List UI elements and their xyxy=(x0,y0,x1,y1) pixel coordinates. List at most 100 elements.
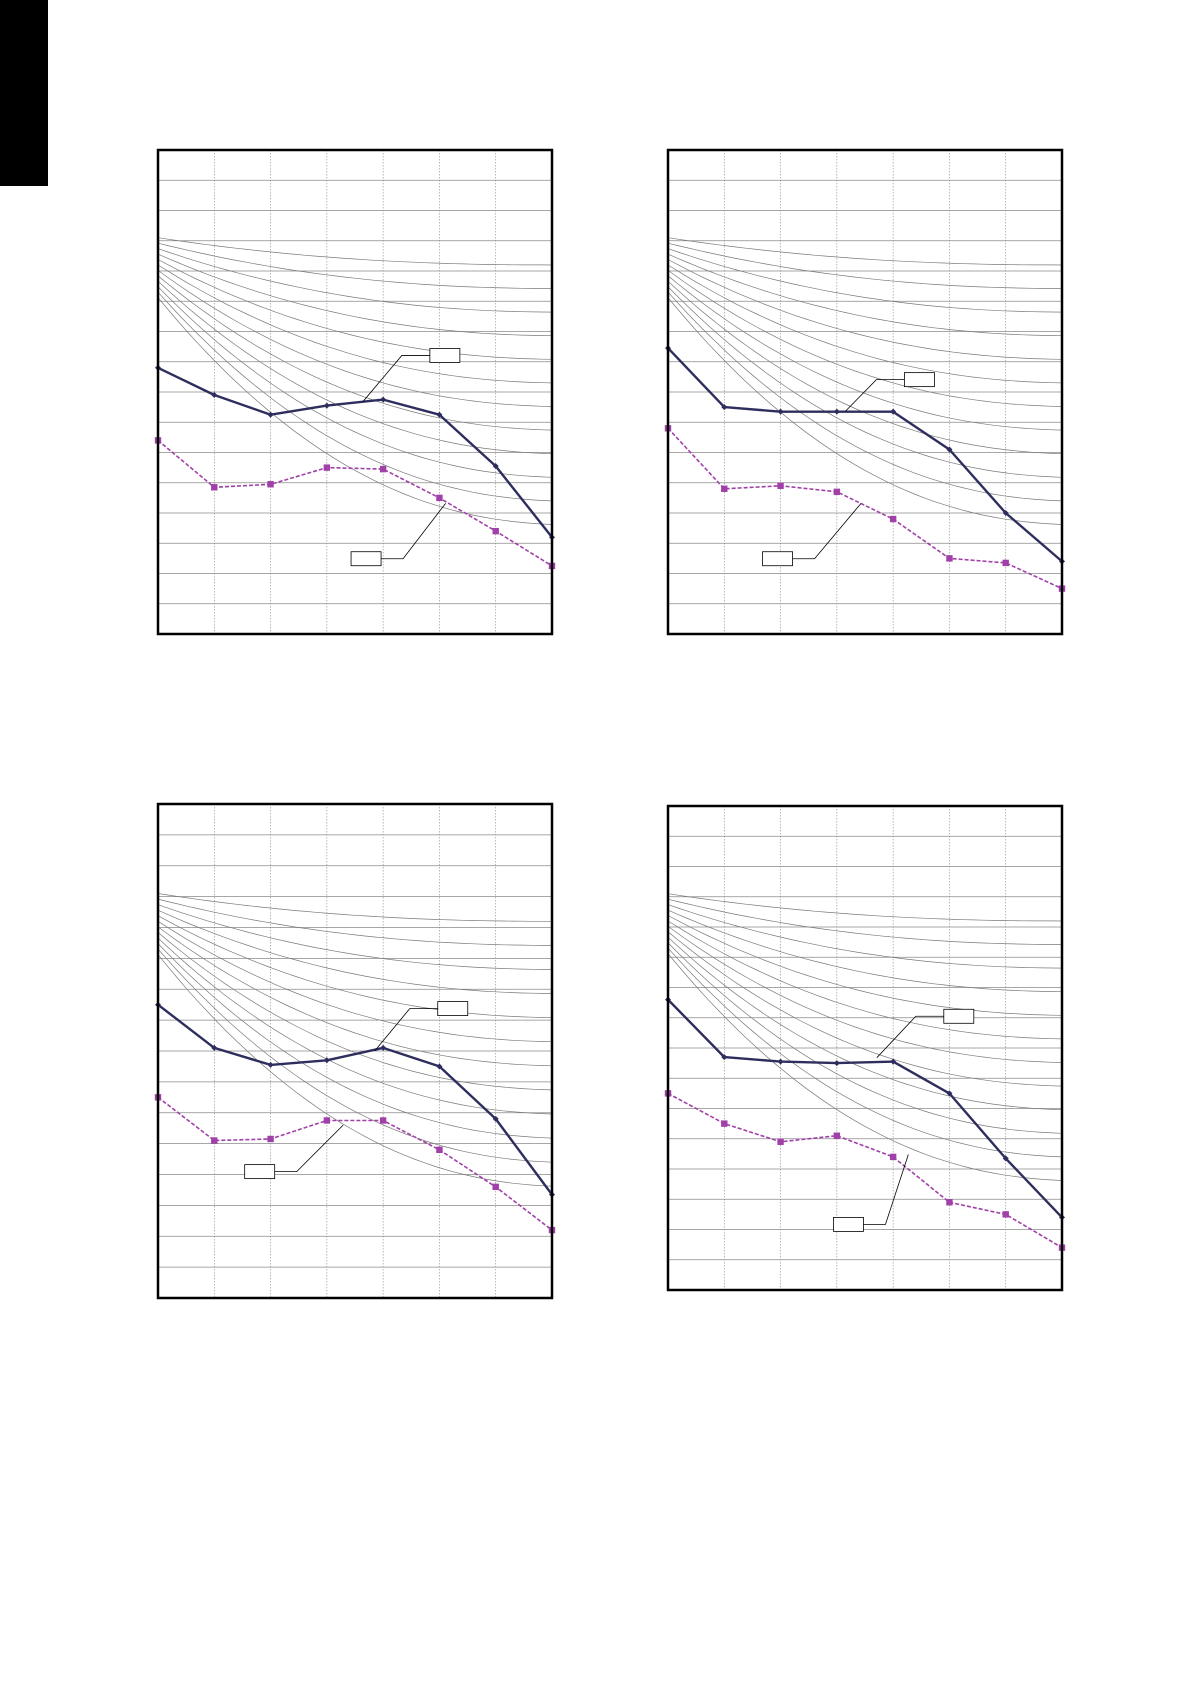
series-1-point xyxy=(380,396,387,403)
series-2-point xyxy=(721,1120,728,1127)
series-2-point xyxy=(777,482,784,489)
series-1-point xyxy=(946,1090,953,1097)
reference-curve xyxy=(667,242,1062,289)
series-1-point xyxy=(777,408,784,415)
series-2-line xyxy=(667,427,1063,590)
series-2-point xyxy=(889,1153,897,1161)
reference-curve xyxy=(667,915,1063,1016)
reference-curve xyxy=(157,898,552,946)
series-1-point xyxy=(890,1058,897,1065)
chart-frame xyxy=(156,802,554,1300)
series-2-point xyxy=(833,488,841,496)
callout-box xyxy=(903,372,935,388)
series-2-point xyxy=(267,1135,274,1143)
reference-curve xyxy=(667,931,1063,1087)
reference-curve xyxy=(157,915,553,1019)
reference-curve xyxy=(667,926,1063,1063)
series-1-point xyxy=(492,463,499,470)
reference-curve xyxy=(157,297,553,525)
chart-frame xyxy=(666,148,1064,636)
series-1-point xyxy=(721,1054,728,1061)
series-1-point xyxy=(833,408,840,415)
reference-curve xyxy=(157,275,553,431)
callout-leader xyxy=(792,503,862,560)
series-1-point xyxy=(323,1057,330,1064)
reference-curve xyxy=(157,926,553,1067)
reference-curve xyxy=(667,904,1063,969)
series-1-point xyxy=(1002,1155,1009,1162)
series-1-point xyxy=(323,402,330,409)
reference-curve xyxy=(157,291,553,502)
chart-panel-3 xyxy=(154,802,556,1300)
series-2-point xyxy=(379,1117,387,1124)
series-2-point xyxy=(777,1138,784,1145)
series-1-point xyxy=(890,408,897,415)
callout-leader xyxy=(374,1008,438,1052)
series-1-point xyxy=(946,446,953,453)
callout-box xyxy=(833,1216,864,1232)
reference-curve xyxy=(667,275,1063,431)
series-1-point xyxy=(833,1060,840,1067)
chart-frame xyxy=(666,804,1064,1292)
callout-box xyxy=(244,1164,276,1180)
chart-4-svg xyxy=(664,804,1066,1292)
series-1-line xyxy=(157,1003,553,1196)
reference-curve xyxy=(157,253,553,337)
reference-curve xyxy=(667,281,1063,455)
callout-leader xyxy=(863,1154,909,1225)
series-2-point xyxy=(946,1199,953,1206)
callout-box xyxy=(437,1001,469,1017)
callout-box xyxy=(943,1008,975,1024)
series-2-point xyxy=(436,494,443,502)
reference-curve xyxy=(157,943,553,1139)
series-1-point xyxy=(721,404,728,411)
reference-curve xyxy=(667,237,1063,266)
series-2-point xyxy=(721,485,728,492)
reference-curve xyxy=(157,286,553,478)
reference-curve xyxy=(157,893,552,922)
callout-leader xyxy=(876,1015,944,1058)
series-1-line xyxy=(667,347,1063,563)
reference-curve xyxy=(667,248,1063,313)
reference-curve xyxy=(157,237,553,266)
reference-curve xyxy=(667,937,1063,1111)
callout-leader xyxy=(845,379,905,412)
reference-curve xyxy=(157,259,553,360)
reference-curve xyxy=(667,893,1063,922)
reference-curve xyxy=(667,264,1063,384)
series-2-line xyxy=(667,1092,1063,1249)
chart-2-svg xyxy=(664,148,1066,636)
reference-curve xyxy=(157,937,553,1115)
series-2-point xyxy=(323,1117,331,1124)
reference-curve xyxy=(157,270,553,407)
reference-curve xyxy=(157,281,553,455)
series-2-point xyxy=(889,515,897,523)
series-1-line xyxy=(667,998,1063,1219)
series-1-point xyxy=(267,411,274,418)
reference-curve xyxy=(157,909,553,994)
series-2-point xyxy=(436,1146,443,1153)
reference-curve xyxy=(667,898,1062,945)
series-2-point xyxy=(323,464,331,471)
chart-3-svg xyxy=(154,802,556,1300)
chart-panel-4 xyxy=(664,804,1066,1292)
callout-leader xyxy=(274,1124,344,1173)
series-2-point xyxy=(211,1137,218,1144)
reference-curve xyxy=(667,920,1063,1040)
callout-leader xyxy=(362,355,430,402)
reference-curve xyxy=(157,242,552,289)
callout-box xyxy=(350,551,382,567)
series-2-line xyxy=(157,439,553,567)
reference-curve xyxy=(157,932,553,1091)
chart-1-svg xyxy=(154,148,556,636)
reference-curve xyxy=(667,953,1063,1181)
reference-curve xyxy=(157,264,553,384)
reference-curve xyxy=(157,248,553,313)
reference-curve xyxy=(667,286,1063,478)
series-1-point xyxy=(492,1115,499,1122)
series-2-point xyxy=(492,1183,499,1191)
series-2-point xyxy=(492,527,499,535)
reference-curve xyxy=(157,904,553,970)
series-2-point xyxy=(211,484,218,491)
series-2-point xyxy=(1002,1211,1009,1218)
